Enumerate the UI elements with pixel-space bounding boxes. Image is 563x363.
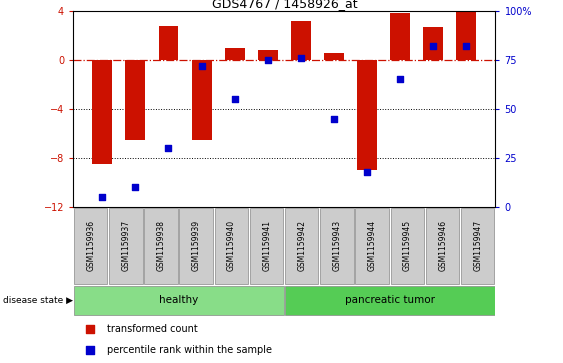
FancyBboxPatch shape	[74, 208, 108, 284]
Text: GSM1159945: GSM1159945	[403, 220, 412, 272]
Bar	[126, 60, 145, 139]
Bar	[457, 11, 476, 60]
FancyBboxPatch shape	[285, 286, 495, 315]
Text: GSM1159947: GSM1159947	[473, 220, 482, 272]
Bar	[423, 27, 443, 60]
Text: GSM1159936: GSM1159936	[86, 220, 95, 272]
FancyBboxPatch shape	[355, 208, 389, 284]
Text: GSM1159941: GSM1159941	[262, 220, 271, 272]
Bar	[92, 60, 112, 164]
FancyBboxPatch shape	[180, 208, 213, 284]
Point	[197, 63, 206, 69]
FancyBboxPatch shape	[250, 208, 283, 284]
Bar	[225, 48, 244, 60]
FancyBboxPatch shape	[109, 208, 142, 284]
Bar	[324, 53, 344, 60]
FancyBboxPatch shape	[285, 208, 319, 284]
Point	[329, 116, 338, 122]
Text: pancreatic tumor: pancreatic tumor	[345, 295, 435, 305]
Point	[98, 194, 107, 200]
Point	[164, 145, 173, 151]
Text: GSM1159946: GSM1159946	[438, 220, 447, 272]
Point	[396, 77, 405, 82]
FancyBboxPatch shape	[461, 208, 494, 284]
Point	[131, 184, 140, 190]
Text: GSM1159938: GSM1159938	[157, 220, 166, 272]
Text: GSM1159943: GSM1159943	[333, 220, 342, 272]
Text: transformed count: transformed count	[107, 324, 198, 334]
Point	[434, 28, 443, 33]
Point	[263, 57, 272, 63]
Text: GSM1159939: GSM1159939	[192, 220, 201, 272]
FancyBboxPatch shape	[74, 286, 284, 315]
Point	[296, 55, 305, 61]
Text: GSM1159940: GSM1159940	[227, 220, 236, 272]
FancyBboxPatch shape	[320, 208, 354, 284]
Bar	[357, 60, 377, 170]
Title: GDS4767 / 1458926_at: GDS4767 / 1458926_at	[212, 0, 357, 10]
Point	[363, 169, 372, 175]
FancyBboxPatch shape	[215, 208, 248, 284]
Text: disease state ▶: disease state ▶	[3, 296, 73, 305]
FancyBboxPatch shape	[391, 208, 424, 284]
Point	[230, 96, 239, 102]
Bar	[258, 50, 278, 60]
Text: GSM1159944: GSM1159944	[368, 220, 377, 272]
Point	[462, 43, 471, 49]
Text: GSM1159937: GSM1159937	[122, 220, 131, 272]
Text: healthy: healthy	[159, 295, 198, 305]
FancyBboxPatch shape	[144, 208, 178, 284]
FancyBboxPatch shape	[426, 208, 459, 284]
Bar	[390, 13, 410, 60]
Bar	[191, 60, 212, 139]
Point	[428, 43, 437, 49]
Text: percentile rank within the sample: percentile rank within the sample	[107, 345, 272, 355]
Point	[434, 216, 443, 222]
Bar	[159, 25, 178, 60]
Bar	[291, 21, 311, 60]
Text: GSM1159942: GSM1159942	[297, 220, 306, 272]
